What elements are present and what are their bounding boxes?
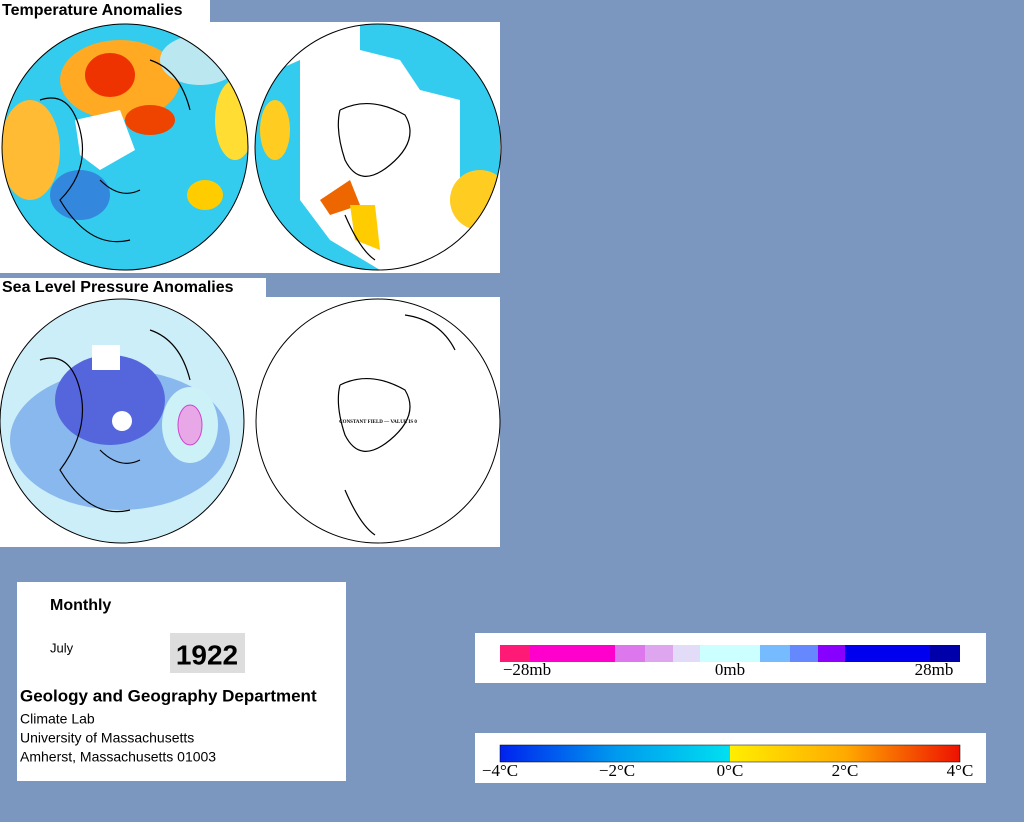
- title-bg: [0, 278, 266, 297]
- address-line: Amherst, Massachusetts 01003: [20, 749, 216, 765]
- year-bg: [170, 633, 245, 673]
- colorbar-segment: [700, 645, 760, 662]
- temperature-colorbar: [499, 744, 961, 763]
- colorbar-segment: [930, 645, 960, 662]
- title-bg: [0, 0, 210, 22]
- colorbar-segment: [645, 645, 673, 662]
- scale-label: 4°C: [947, 761, 974, 780]
- section-title: Sea Level Pressure Anomalies: [2, 279, 234, 296]
- colorbar-segment: [615, 645, 645, 662]
- month: July: [50, 640, 74, 655]
- address-line: University of Massachusetts: [20, 730, 194, 746]
- sh-temperature-map: [255, 24, 501, 270]
- colorbar-segment: [500, 645, 530, 662]
- colorbar-segment: [760, 645, 790, 662]
- scale-label: 0°C: [717, 761, 744, 780]
- map-outline: [0, 298, 245, 544]
- info-box: [17, 582, 346, 781]
- colorbar-segment: [530, 645, 615, 662]
- scale-label: 28mb: [915, 660, 954, 679]
- address-line: Climate Lab: [20, 711, 95, 727]
- period: Monthly: [50, 597, 111, 614]
- department: Geology and Geography Department: [20, 686, 317, 705]
- nh-pressure-map: [0, 299, 244, 543]
- scale-label: 0mb: [715, 660, 745, 679]
- year: 1922: [176, 639, 238, 670]
- map-annotation: CONSTANT FIELD — VALUE IS 0: [339, 420, 417, 425]
- colorbar-segment: [818, 645, 845, 662]
- nh-temperature-map: [2, 24, 248, 270]
- scale-label: −28mb: [503, 660, 551, 679]
- colorbar-segment: [845, 645, 930, 662]
- coastline: [337, 314, 456, 536]
- map-outline: [255, 298, 501, 544]
- section-title: Temperature Anomalies: [2, 2, 183, 19]
- scale-label: −4°C: [482, 761, 518, 780]
- scale-label: 2°C: [832, 761, 859, 780]
- colorbar-segment: [790, 645, 818, 662]
- scale-label: −2°C: [599, 761, 635, 780]
- pressure-colorbar: [500, 645, 960, 662]
- map-outline: [1, 23, 249, 271]
- colorbar-segment: [673, 645, 700, 662]
- map-outline: [254, 23, 502, 271]
